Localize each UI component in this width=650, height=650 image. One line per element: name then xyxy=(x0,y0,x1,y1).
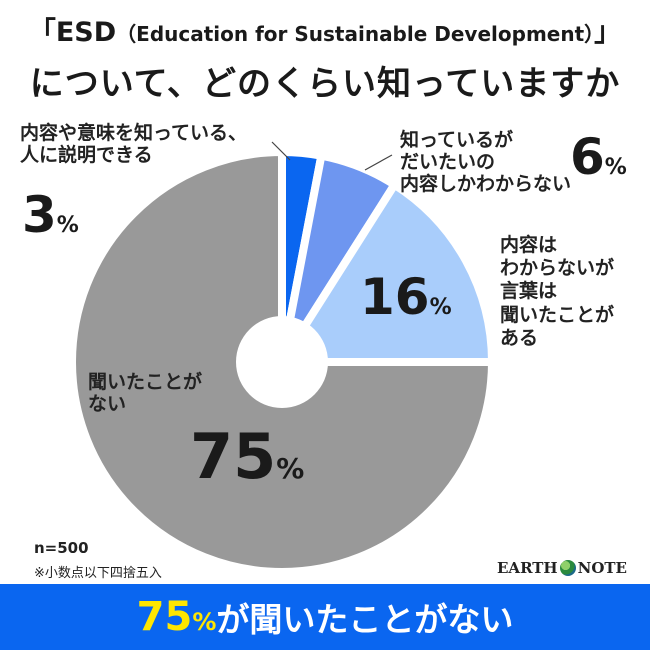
slice-label-s2: 知っているが だいたいの 内容しかわからない xyxy=(400,129,572,196)
pie-slice-s3 xyxy=(274,179,497,366)
slice-value-s2-unit: % xyxy=(604,155,627,180)
leader-line-s1 xyxy=(271,141,291,161)
banner-highlight: 75% xyxy=(137,594,217,640)
slice-value-s3: 16% xyxy=(360,268,452,326)
slice-value-s3-unit: % xyxy=(429,295,452,320)
rounding-note: ※小数点以下四捨五入 xyxy=(34,566,162,581)
slice-label-s1-line: 人に説明できる xyxy=(20,143,153,166)
slice-label-s4: 聞いたことが ない xyxy=(88,371,203,416)
slice-label-s1-line: 内容や意味を知っている、 xyxy=(20,122,248,144)
slice-label-s3-line: 言葉は xyxy=(500,280,558,303)
title-bracket-close: 」 xyxy=(594,17,622,48)
leader-line-s2 xyxy=(364,154,393,171)
banner-value: 75 xyxy=(136,594,193,640)
slice-label-s1: 内容や意味を知っている、 人に説明できる xyxy=(20,122,248,167)
banner-unit: % xyxy=(192,608,217,636)
donut-hole xyxy=(236,316,328,408)
globe-icon xyxy=(559,560,576,576)
earth-note-logo: EARTH NOTE xyxy=(497,557,642,579)
slice-label-s2-line: だいたいの xyxy=(400,150,496,173)
slice-label-s3-line: ある xyxy=(500,326,539,349)
sample-size-note: n=500 xyxy=(34,539,89,557)
pie-slice-s4 xyxy=(68,147,497,576)
logo-text-earth: EARTH xyxy=(497,559,558,577)
title-esd-fullname: （Education for Sustainable Development） xyxy=(116,22,595,46)
slice-value-s4: 75% xyxy=(190,420,304,493)
title-esd: 「ESD xyxy=(28,17,117,48)
slice-label-s2-line: 内容しかわからない xyxy=(400,172,572,195)
slice-label-s3-line: 聞いたことが xyxy=(500,303,615,326)
slice-value-s2: 6% xyxy=(570,128,627,186)
slice-value-s1: 3% xyxy=(22,186,79,244)
slice-label-s4-line: ない xyxy=(88,392,127,415)
slice-value-s4-unit: % xyxy=(276,452,305,485)
summary-banner: 75% が聞いたことがない xyxy=(0,584,650,650)
slice-label-s2-line: 知っているが xyxy=(400,129,514,151)
slice-value-s1-number: 3 xyxy=(22,186,57,244)
banner-text: が聞いたことがない xyxy=(216,600,514,639)
slice-value-s1-unit: % xyxy=(56,213,79,238)
chart-title-line2: について、どのくらい知っていますか xyxy=(29,64,621,104)
slice-value-s4-number: 75 xyxy=(190,420,277,493)
logo-text-note: NOTE xyxy=(577,559,627,577)
slice-label-s3-line: わからないが xyxy=(500,257,615,280)
slice-value-s2-number: 6 xyxy=(570,128,605,186)
chart-title-line1: 「ESD（Education for Sustainable Developme… xyxy=(0,10,650,49)
slice-label-s3-line: 内容は xyxy=(500,234,558,256)
slice-label-s3: 内容は わからないが 言葉は 聞いたことが ある xyxy=(500,234,614,350)
slice-value-s3-number: 16 xyxy=(360,268,430,326)
slice-label-s4-line: 聞いたことが xyxy=(88,371,203,393)
